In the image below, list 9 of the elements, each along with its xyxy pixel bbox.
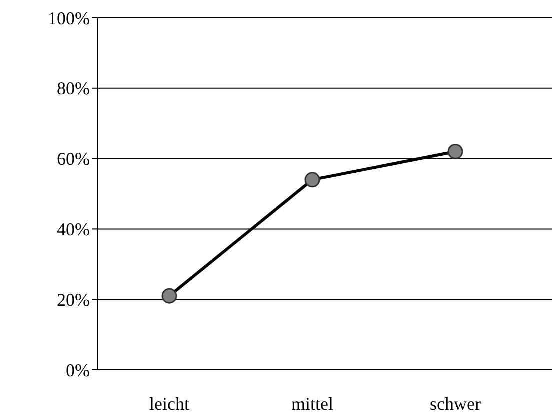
- y-tick-label: 20%: [57, 290, 90, 310]
- y-tick-label: 40%: [57, 220, 90, 240]
- x-tick-label: leicht: [150, 394, 190, 414]
- y-tick-label: 80%: [57, 78, 90, 99]
- y-tick-label: 0%: [66, 360, 90, 380]
- x-tick-label: mittel: [292, 394, 334, 414]
- y-tick-label: 100%: [48, 8, 90, 28]
- x-tick-label: schwer: [430, 394, 481, 414]
- y-tick-label: 60%: [57, 149, 90, 170]
